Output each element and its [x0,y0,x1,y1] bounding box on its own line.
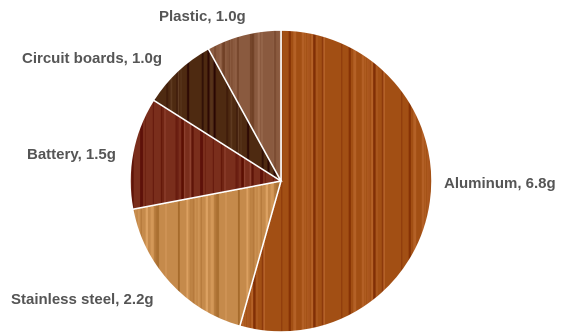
slice-label-3: Circuit boards, 1.0g [22,50,162,67]
pie-slice-1 [131,180,283,328]
pie-slice-4 [207,29,282,182]
labels-group: Aluminum, 6.8g Stainless steel, 2.2g Batte… [11,8,556,308]
slice-label-2: Battery, 1.5g [27,146,116,163]
slices-group [129,29,433,333]
pie-slice-2 [129,99,284,211]
pie-slice-0 [238,29,433,333]
slice-label-1: Stainless steel, 2.2g [11,291,154,308]
slice-label-4: Plastic, 1.0g [159,8,246,25]
slice-label-0: Aluminum, 6.8g [444,175,556,192]
